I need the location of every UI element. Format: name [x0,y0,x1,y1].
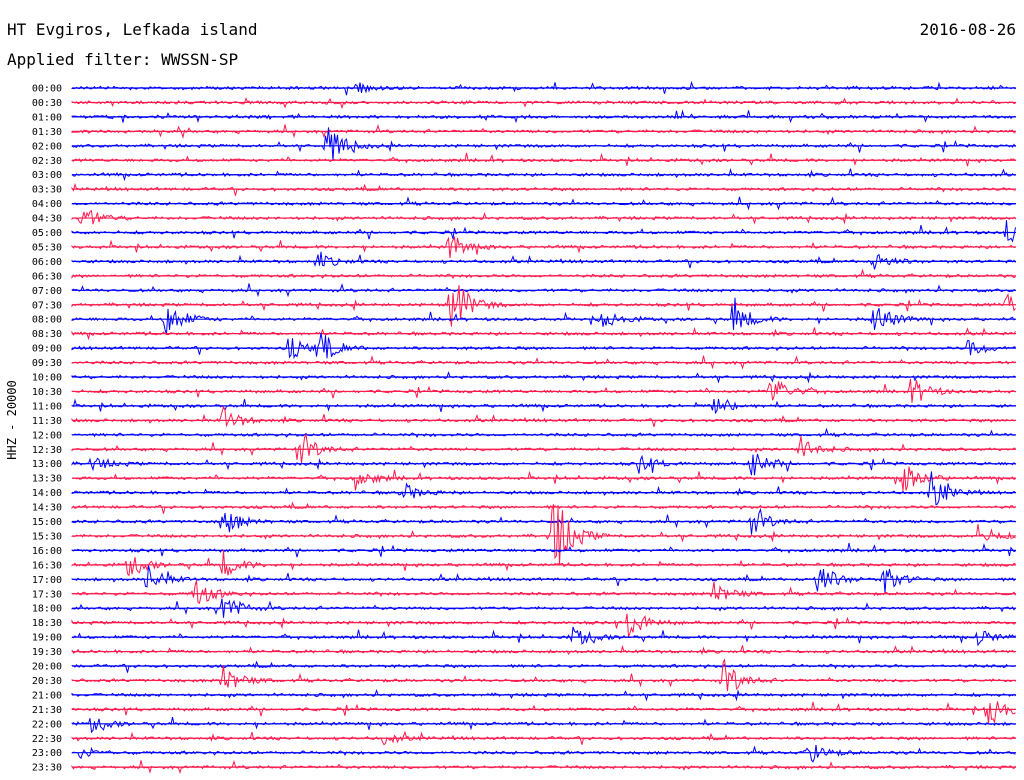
trace-row [71,167,1016,182]
row-time-label: 13:00 [32,459,62,470]
trace-row [71,332,1016,360]
row-time-label: 20:30 [32,676,62,687]
plot-date: 2016-08-26 [919,20,1016,39]
row-time-label: 01:00 [32,112,62,123]
trace-row [71,152,1016,167]
row-time-label: 00:00 [32,84,62,95]
row-time-label: 00:30 [32,98,62,109]
row-time-label: 22:30 [32,734,62,745]
row-time-label: 05:30 [32,242,62,253]
row-time-label: 06:30 [32,271,62,282]
trace-row [71,378,1016,403]
row-time-label: 22:00 [32,719,62,730]
trace-row [71,759,1016,775]
row-time-label: 11:00 [32,401,62,412]
row-time-label: 12:00 [32,430,62,441]
trace-row [71,504,1016,565]
row-time-label: 04:30 [32,214,62,225]
trace-row [71,660,1016,673]
row-time-label: 16:30 [32,560,62,571]
trace-row [71,613,1016,637]
row-time-label: 07:30 [32,300,62,311]
row-time-label: 14:00 [32,488,62,499]
trace-row [71,453,1016,476]
trace-row [71,716,1016,734]
row-time-label: 21:00 [32,690,62,701]
trace-row [71,268,1016,280]
trace-row [71,549,1016,577]
trace-row [71,297,1016,335]
row-time-label: 13:30 [32,474,62,485]
row-time-label: 03:00 [32,170,62,181]
trace-row [71,542,1016,558]
trace-row [71,251,1016,270]
row-time-label: 18:00 [32,604,62,615]
row-time-label: 23:30 [32,763,62,774]
trace-row [71,405,1016,428]
row-time-label: 19:00 [32,633,62,644]
trace-row [71,196,1016,211]
trace-row [71,644,1016,656]
trace-row [71,744,1016,763]
row-time-label: 17:00 [32,575,62,586]
row-time-label: 19:30 [32,647,62,658]
trace-row [71,471,1016,506]
trace-row [71,283,1016,298]
row-time-label: 15:30 [32,531,62,542]
filter-label: Applied filter: WWSSN-SP [7,50,239,69]
trace-row [71,80,1016,96]
row-time-label: 10:30 [32,387,62,398]
row-time-label: 23:00 [32,748,62,759]
row-time-label: 02:00 [32,141,62,152]
row-time-label: 17:30 [32,589,62,600]
trace-row [71,427,1016,439]
row-time-label: 07:00 [32,286,62,297]
row-time-label: 05:00 [32,228,62,239]
trace-row [71,97,1016,110]
row-time-label: 15:00 [32,517,62,528]
trace-row [71,355,1016,370]
row-time-label: 02:30 [32,156,62,167]
trace-row [71,235,1016,259]
row-time-label: 12:30 [32,445,62,456]
row-time-label: 21:30 [32,705,62,716]
row-time-label: 11:30 [32,416,62,427]
trace-row [71,701,1016,724]
row-time-label: 06:00 [32,257,62,268]
trace-row [71,659,1016,692]
row-time-label: 03:30 [32,185,62,196]
row-time-label: 18:30 [32,618,62,629]
row-time-label: 16:00 [32,546,62,557]
row-time-label: 14:30 [32,503,62,514]
trace-row [71,220,1016,243]
row-time-label: 10:00 [32,373,62,384]
row-time-label: 09:30 [32,358,62,369]
row-time-label: 01:30 [32,127,62,138]
trace-row [71,626,1016,647]
station-title: HT Evgiros, Lefkada island [7,20,258,39]
trace-row [71,501,1016,514]
row-time-label: 04:00 [32,199,62,210]
trace-row [71,182,1016,196]
row-time-label: 09:00 [32,344,62,355]
row-time-label: 20:00 [32,662,62,673]
row-time-label: 08:30 [32,329,62,340]
trace-row [71,580,1016,605]
row-time-label: 08:00 [32,315,62,326]
